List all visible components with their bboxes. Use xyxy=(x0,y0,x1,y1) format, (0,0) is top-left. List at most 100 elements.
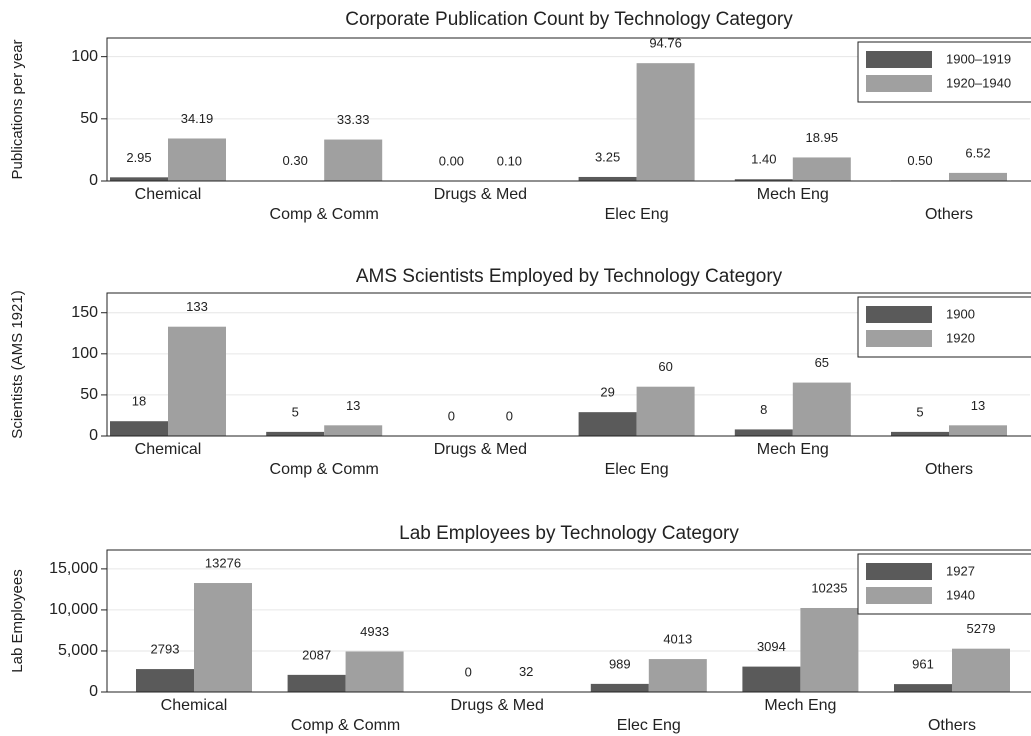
bar xyxy=(636,63,695,181)
value-label: 2.95 xyxy=(126,150,151,165)
value-label: 18.95 xyxy=(806,130,839,145)
legend-label: 1900 xyxy=(946,306,975,321)
bar xyxy=(734,179,793,181)
x-tick-label: Chemical xyxy=(135,186,202,203)
value-label: 8 xyxy=(760,402,767,417)
bar xyxy=(792,382,851,436)
chart-title: AMS Scientists Employed by Technology Ca… xyxy=(356,266,783,287)
x-tick-label: Elec Eng xyxy=(605,461,669,478)
chart-title: Lab Employees by Technology Category xyxy=(399,523,739,544)
bar xyxy=(266,431,325,436)
bar xyxy=(792,157,851,181)
y-tick-label: 100 xyxy=(71,345,98,362)
chart-title: Corporate Publication Count by Technolog… xyxy=(345,9,793,30)
x-tick-label: Drugs & Med xyxy=(451,697,544,714)
x-tick-label: Others xyxy=(925,206,973,223)
bar xyxy=(168,138,226,181)
value-label: 133 xyxy=(186,299,208,314)
value-label: 961 xyxy=(912,657,934,672)
bar xyxy=(287,674,346,692)
value-label: 32 xyxy=(519,664,533,679)
value-label: 5279 xyxy=(967,621,996,636)
value-label: 6.52 xyxy=(965,145,990,160)
y-axis-label: Scientists (AMS 1921) xyxy=(9,290,26,438)
legend-label: 1927 xyxy=(946,563,975,578)
y-tick-label: 150 xyxy=(71,304,98,321)
x-tick-label: Mech Eng xyxy=(764,697,836,714)
bar xyxy=(110,421,168,436)
bar xyxy=(194,583,252,692)
x-tick-label: Mech Eng xyxy=(757,441,829,458)
value-label: 1.40 xyxy=(751,152,776,167)
bar xyxy=(742,666,801,692)
value-label: 13 xyxy=(971,398,985,413)
x-tick-label: Chemical xyxy=(161,697,228,714)
y-tick-label: 50 xyxy=(80,110,98,127)
x-tick-label: Elec Eng xyxy=(605,206,669,223)
value-label: 13276 xyxy=(205,555,241,570)
bar xyxy=(590,683,649,692)
legend-swatch xyxy=(866,587,932,604)
value-label: 0 xyxy=(448,408,455,423)
plot-frame xyxy=(106,292,1031,437)
value-label: 0.30 xyxy=(283,153,308,168)
value-label: 33.33 xyxy=(337,112,370,127)
bar xyxy=(578,176,637,181)
bar xyxy=(734,429,793,436)
bar xyxy=(345,651,404,692)
value-label: 5 xyxy=(292,404,299,419)
y-tick-label: 50 xyxy=(80,386,98,403)
value-label: 34.19 xyxy=(181,111,214,126)
x-tick-label: Others xyxy=(928,717,976,734)
bar xyxy=(324,139,383,181)
x-tick-label: Chemical xyxy=(135,441,202,458)
value-label: 29 xyxy=(600,385,614,400)
value-label: 0.10 xyxy=(497,153,522,168)
value-label: 0 xyxy=(506,408,513,423)
bar xyxy=(949,425,1007,436)
x-tick-label: Elec Eng xyxy=(617,717,681,734)
bar xyxy=(800,607,859,692)
value-label: 5 xyxy=(916,404,923,419)
value-label: 3094 xyxy=(757,639,786,654)
x-tick-label: Drugs & Med xyxy=(434,441,527,458)
value-label: 0.00 xyxy=(439,153,464,168)
y-tick-label: 5,000 xyxy=(58,642,98,659)
y-axis-label: Publications per year xyxy=(9,39,26,179)
value-label: 60 xyxy=(658,359,672,374)
x-tick-label: Others xyxy=(925,461,973,478)
bar xyxy=(324,425,383,436)
legend-label: 1920–1940 xyxy=(946,75,1011,90)
y-tick-label: 0 xyxy=(89,172,98,189)
value-label: 13 xyxy=(346,398,360,413)
x-tick-label: Mech Eng xyxy=(757,186,829,203)
value-label: 0 xyxy=(465,664,472,679)
value-label: 2793 xyxy=(151,642,180,657)
value-label: 94.76 xyxy=(649,36,682,51)
x-tick-label: Comp & Comm xyxy=(270,461,379,478)
x-tick-label: Drugs & Med xyxy=(434,186,527,203)
value-label: 0.50 xyxy=(907,153,932,168)
bar xyxy=(891,431,949,436)
y-tick-label: 100 xyxy=(71,48,98,65)
legend-label: 1900–1919 xyxy=(946,51,1011,66)
value-label: 989 xyxy=(609,656,631,671)
bar xyxy=(168,326,226,436)
y-tick-label: 0 xyxy=(89,683,98,700)
value-label: 4933 xyxy=(360,624,389,639)
legend-swatch xyxy=(866,75,932,92)
value-label: 18 xyxy=(132,394,146,409)
y-tick-label: 0 xyxy=(89,427,98,444)
bar xyxy=(894,684,952,692)
value-label: 3.25 xyxy=(595,149,620,164)
legend-swatch xyxy=(866,563,932,580)
plot-frame xyxy=(106,549,1031,693)
bar xyxy=(136,669,194,692)
legend-swatch xyxy=(866,51,932,68)
value-label: 10235 xyxy=(811,580,847,595)
x-tick-label: Comp & Comm xyxy=(291,717,400,734)
legend-label: 1940 xyxy=(946,587,975,602)
y-tick-label: 10,000 xyxy=(49,601,98,618)
x-tick-label: Comp & Comm xyxy=(270,206,379,223)
